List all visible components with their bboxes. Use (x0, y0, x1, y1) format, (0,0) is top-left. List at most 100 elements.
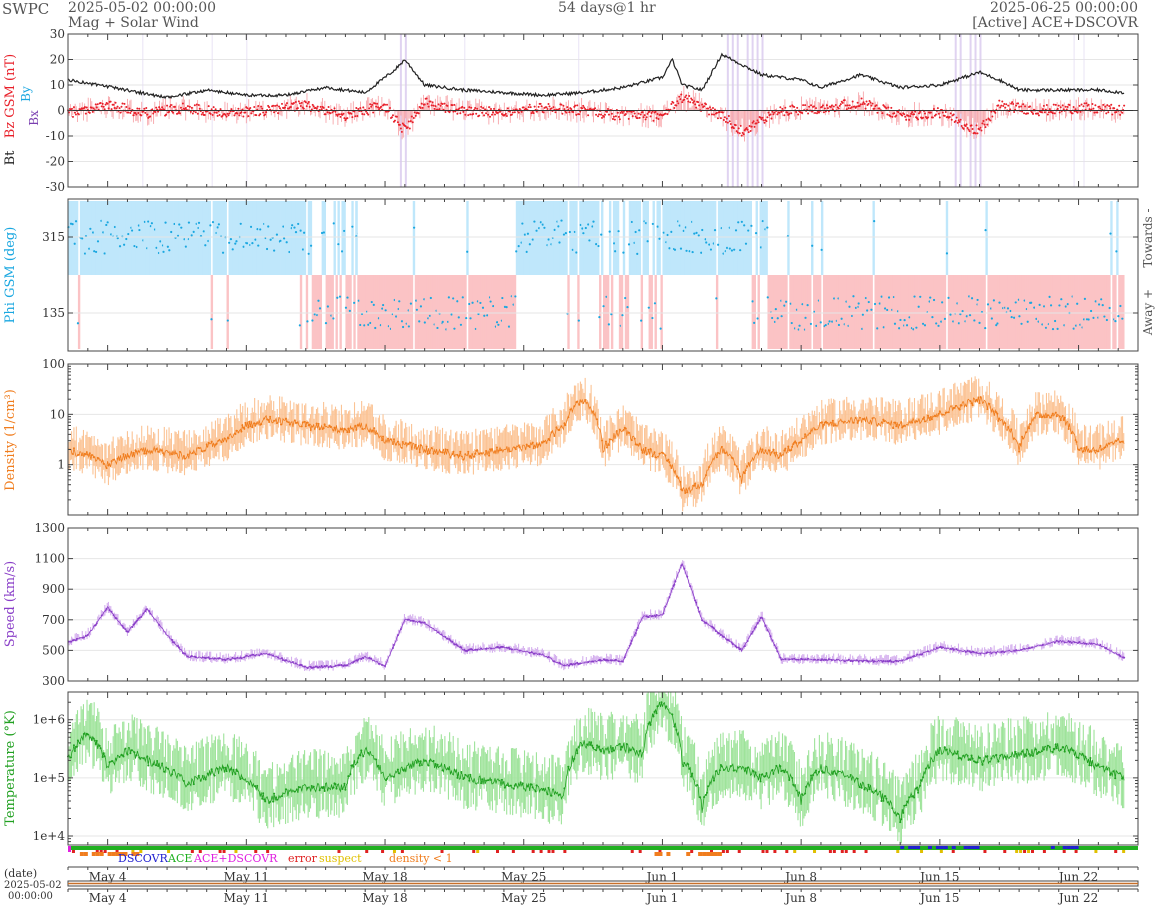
phi-point (418, 320, 421, 323)
phi-away-band (1042, 275, 1046, 349)
phi-point (374, 326, 377, 330)
phi-away-band (650, 275, 653, 349)
phi-towards-band (589, 201, 592, 275)
bz-point (315, 107, 318, 110)
bz-point (616, 111, 619, 114)
bz-point (578, 113, 581, 116)
phi-point (301, 248, 305, 251)
bz-point (574, 104, 577, 107)
bz-point (999, 106, 1002, 109)
bz-point (292, 101, 295, 104)
phi-towards-band (737, 201, 741, 275)
phi-away-band (476, 275, 479, 349)
phi-point (597, 244, 600, 248)
phi-point (553, 228, 556, 231)
phi-point (1014, 301, 1017, 304)
bz-point (246, 107, 249, 110)
phi-away-band (363, 275, 366, 349)
phi-point (903, 319, 906, 322)
bz-point (693, 100, 696, 103)
bz-point (817, 111, 820, 114)
phi-away-band (989, 275, 992, 349)
phi-away-band (991, 275, 994, 349)
phi-away-band (369, 275, 372, 349)
phi-point (497, 323, 500, 326)
bz-point (834, 104, 837, 107)
phi-towards-band (289, 201, 293, 275)
bz-point (277, 112, 280, 115)
phi-point (409, 302, 413, 305)
phi-point (413, 226, 416, 229)
phi-point (730, 249, 734, 252)
bz-point (170, 104, 173, 107)
bz-point (1022, 103, 1025, 106)
bz-point (957, 119, 960, 122)
phi-point (932, 298, 936, 302)
phi-point (562, 233, 566, 236)
phi-away-band (789, 275, 792, 349)
bz-point (636, 117, 639, 120)
phi-away-band (325, 275, 328, 349)
bz-point (464, 113, 467, 116)
bz-point (400, 130, 403, 133)
bz-point (357, 108, 360, 111)
phi-point (581, 227, 584, 230)
phi-towards-band (630, 201, 634, 275)
bz-point (870, 104, 873, 107)
phi-towards-band (268, 201, 271, 275)
bz-point (997, 104, 1000, 107)
bz-point (911, 111, 914, 114)
bz-point (474, 106, 477, 109)
phi-point (436, 326, 439, 330)
bz-point (120, 105, 123, 108)
phi-away-band (828, 275, 832, 349)
bz-point (708, 113, 711, 116)
phi-point (995, 324, 998, 327)
bz-point (1007, 104, 1010, 107)
bz-point (962, 127, 965, 130)
phi-away-band (997, 275, 1000, 349)
phi-point (1097, 303, 1101, 306)
phi-point (96, 240, 100, 243)
phi-towards-band (200, 201, 204, 275)
phi-point (400, 320, 404, 323)
y-tick-label-mag-6: 30 (50, 27, 65, 41)
phi-away-band (331, 275, 334, 349)
bz-point (212, 106, 215, 109)
phi-point (662, 231, 665, 234)
phi-towards-band (811, 201, 814, 275)
phi-away-band (398, 275, 402, 349)
bz-point (508, 110, 511, 113)
bz-point (770, 117, 773, 120)
bz-point (634, 115, 637, 118)
bz-point (938, 116, 941, 119)
bz-point (1013, 111, 1016, 114)
phi-point (184, 245, 187, 248)
bz-point (797, 113, 800, 116)
phi-away-band (1098, 275, 1101, 349)
phi-point (528, 243, 531, 246)
bz-point (621, 111, 624, 114)
phi-away-band (874, 275, 877, 349)
bz-point (749, 129, 752, 132)
phi-point (984, 229, 987, 232)
phi-towards-band (163, 201, 166, 275)
bz-point (351, 116, 354, 119)
phi-point (627, 243, 631, 246)
bz-point (779, 106, 782, 109)
phi-towards-band (270, 201, 273, 275)
phi-point (996, 322, 999, 325)
phi-point (381, 307, 384, 310)
bz-point (752, 120, 755, 123)
phi-towards-band (686, 201, 689, 275)
phi-towards-band (735, 201, 739, 275)
phi-point (584, 226, 587, 230)
bz-point (350, 112, 353, 115)
bz-point (648, 110, 651, 113)
phi-point (1033, 306, 1036, 309)
bz-point (119, 111, 122, 114)
y-tick-label-mag-5: 20 (50, 53, 65, 67)
bz-point (115, 107, 118, 110)
bz-point (550, 107, 553, 110)
phi-point (923, 324, 927, 327)
